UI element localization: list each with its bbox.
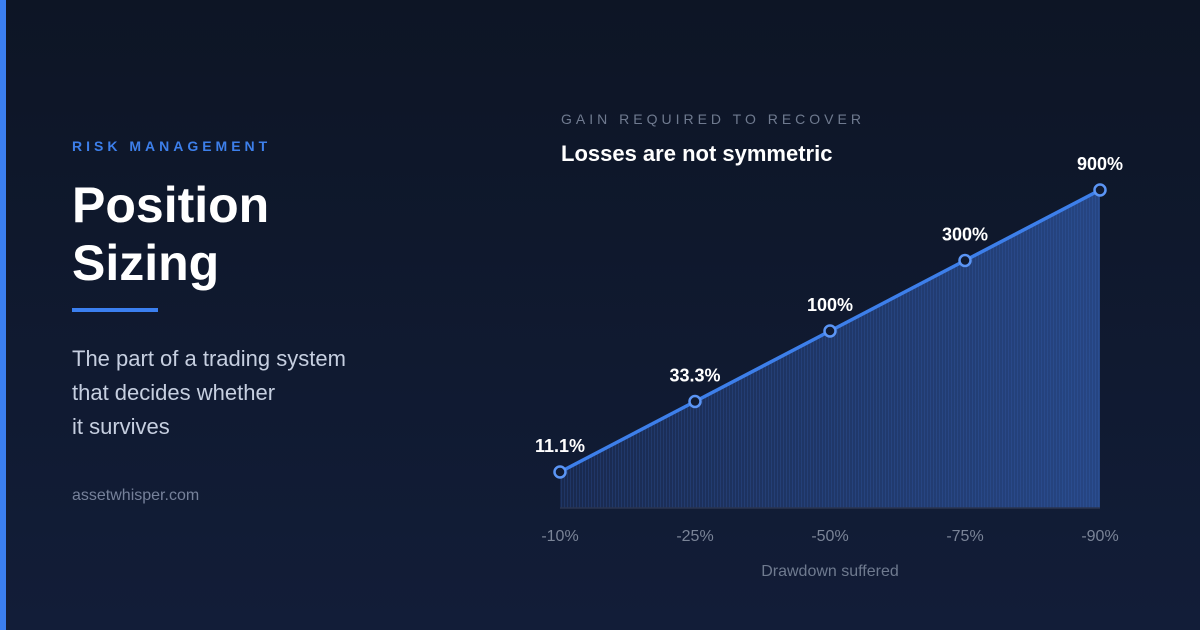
- x-tick-label: -90%: [1081, 528, 1118, 545]
- x-tick-label: -10%: [541, 528, 578, 545]
- intro-panel: RISK MANAGEMENT Position Sizing The part…: [72, 0, 512, 630]
- area-hatch: [560, 190, 1100, 508]
- x-tick-label: -75%: [946, 528, 983, 545]
- chart-kicker: GAIN REQUIRED TO RECOVER: [561, 111, 865, 127]
- data-point: [823, 324, 837, 338]
- eyebrow-label: RISK MANAGEMENT: [72, 138, 272, 154]
- subtitle-line-1: The part of a trading system: [72, 346, 346, 371]
- data-label: 33.3%: [669, 366, 720, 386]
- chart-title: Losses are not symmetric: [561, 141, 833, 166]
- data-label: 900%: [1077, 154, 1123, 174]
- data-label: 100%: [807, 295, 853, 315]
- data-point: [553, 465, 567, 479]
- page-title: Position Sizing: [72, 176, 492, 292]
- subtitle-line-3: it survives: [72, 414, 170, 439]
- x-axis-label: Drawdown suffered: [761, 563, 899, 580]
- data-point: [688, 394, 702, 409]
- data-label: 11.1%: [535, 436, 585, 456]
- x-tick-label: -25%: [676, 528, 713, 545]
- x-tick-label: -50%: [811, 528, 848, 545]
- subtitle-line-2: that decides whether: [72, 380, 276, 405]
- accent-bar: [0, 0, 6, 630]
- site-url: assetwhisper.com: [72, 487, 200, 504]
- data-point: [958, 253, 972, 268]
- title-line-1: Position: [72, 177, 270, 233]
- data-label: 300%: [942, 225, 988, 245]
- subtitle: The part of a trading system that decide…: [72, 342, 402, 444]
- data-point: [1093, 183, 1107, 197]
- title-divider: [72, 308, 158, 312]
- title-line-2: Sizing: [72, 235, 220, 291]
